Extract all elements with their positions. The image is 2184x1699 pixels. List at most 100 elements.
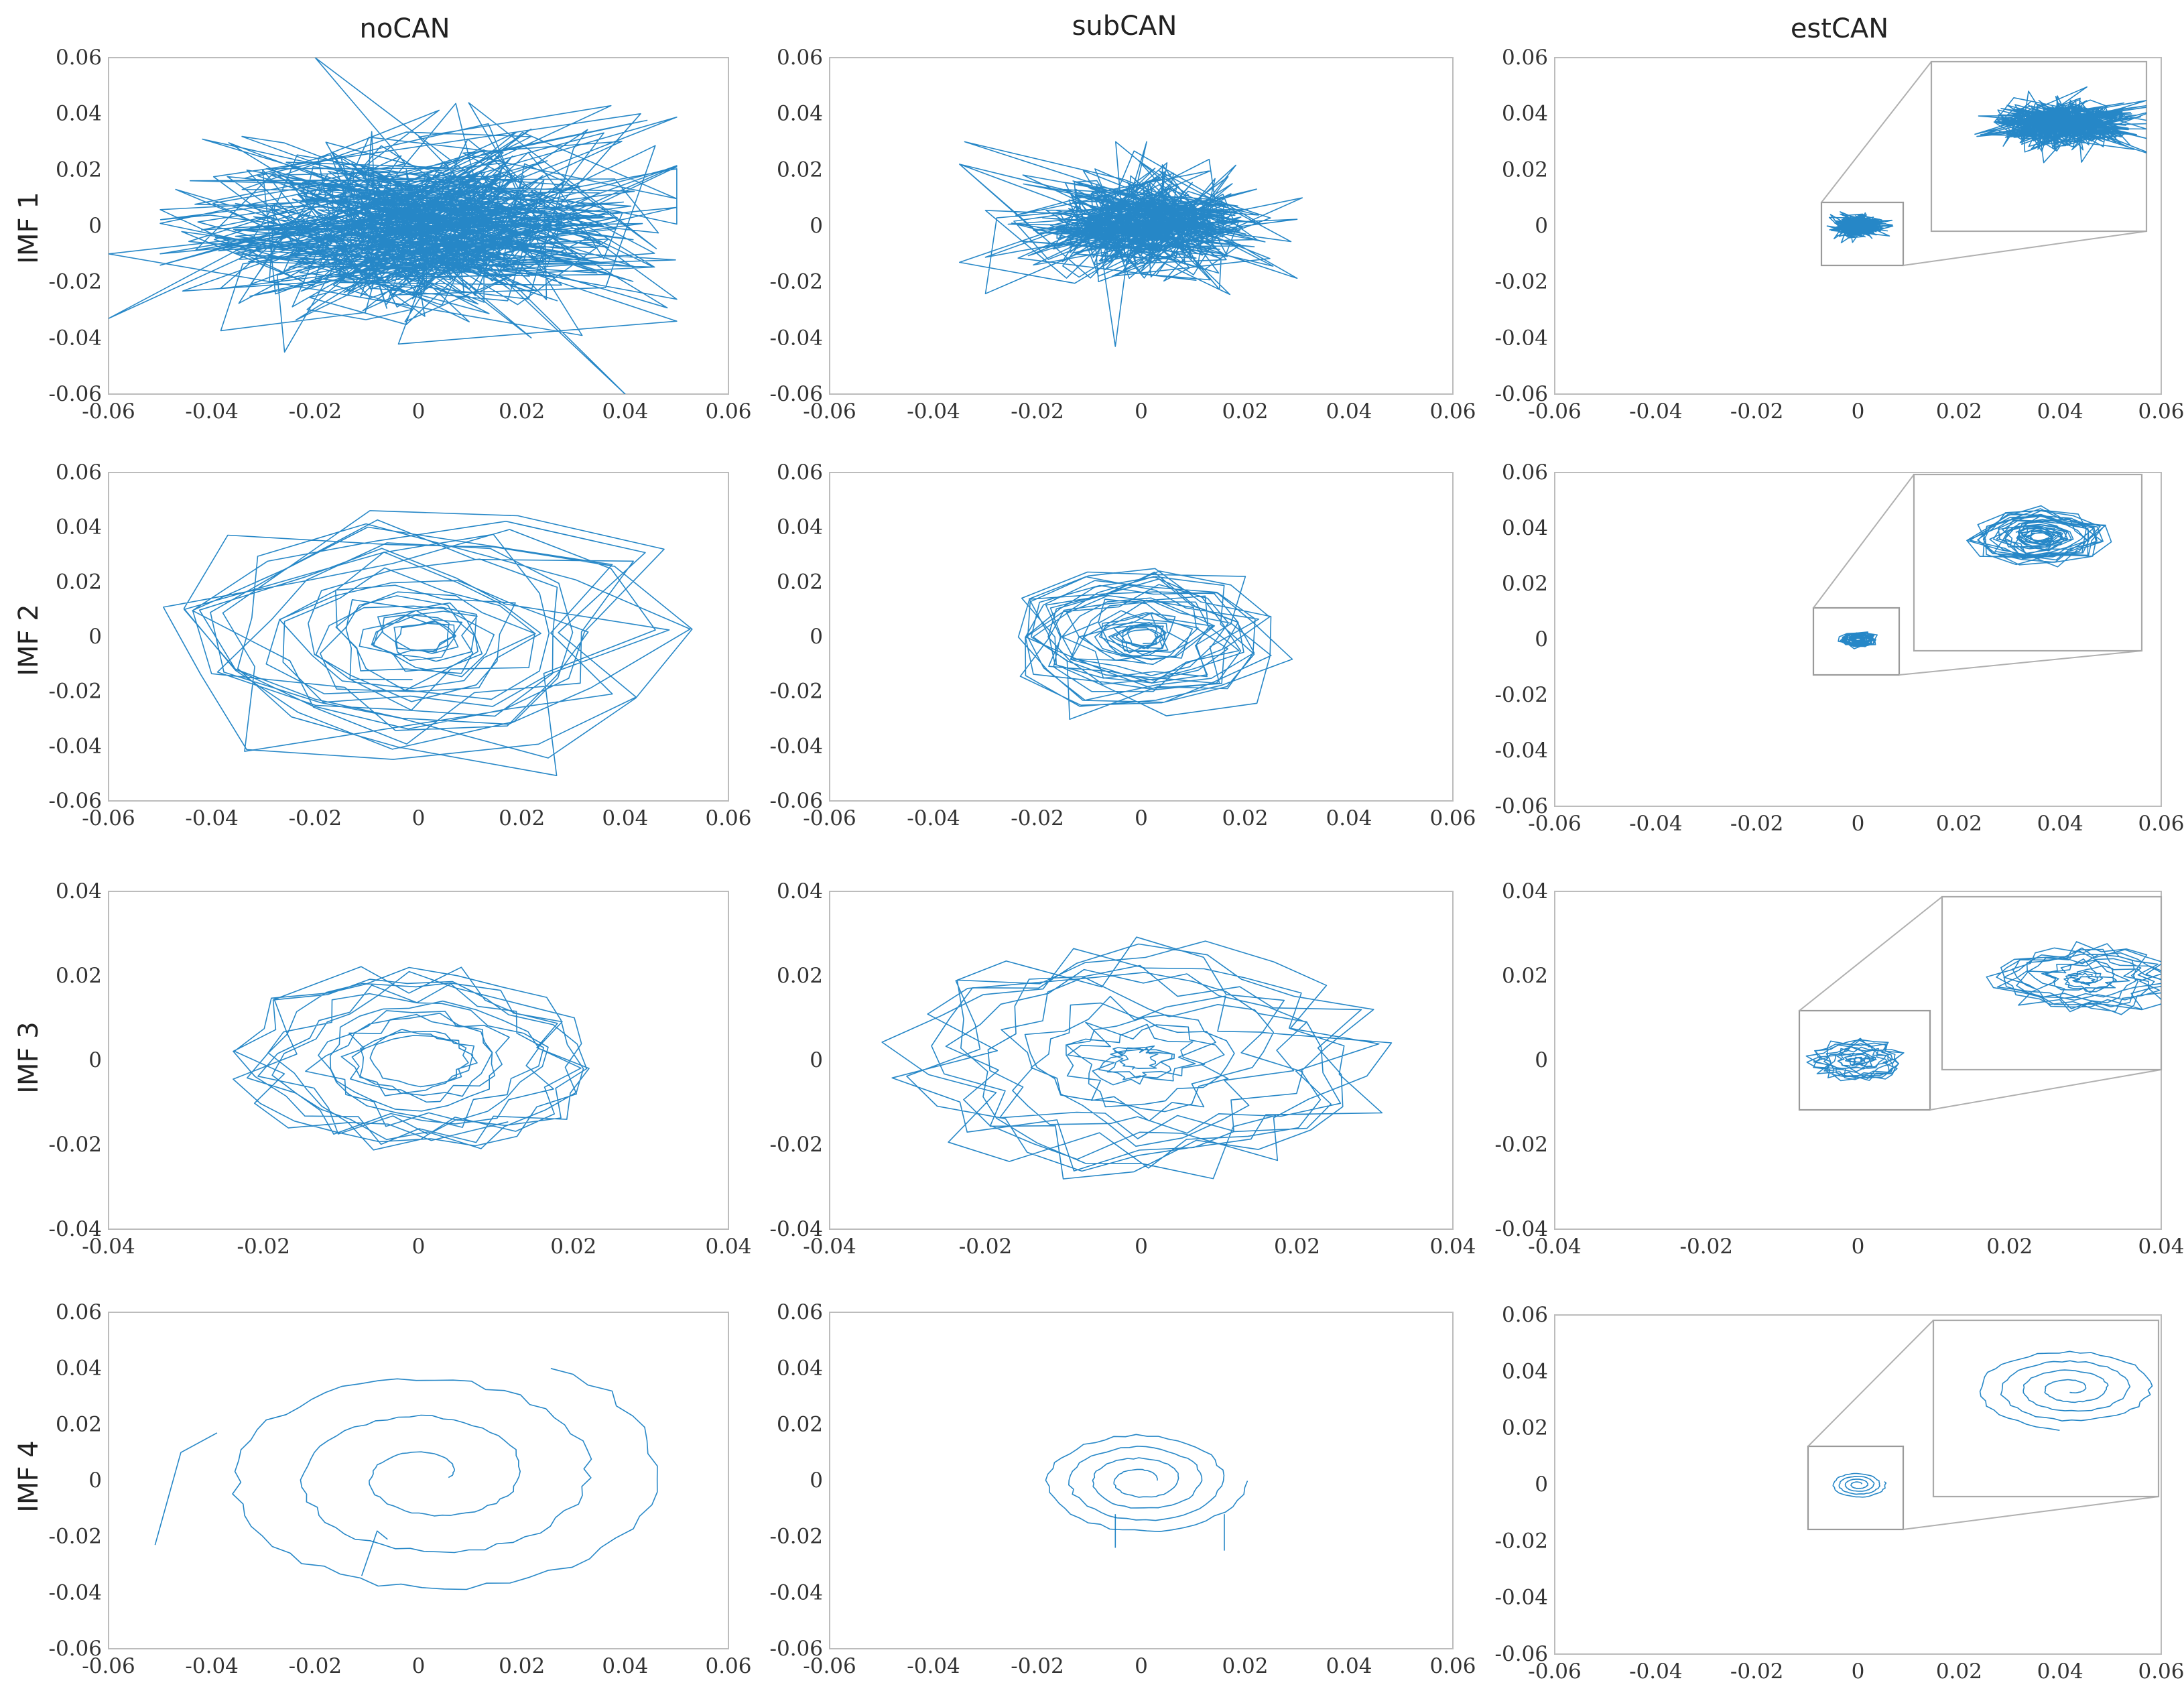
x-tick-label: -0.04 — [803, 1235, 856, 1259]
x-tick-label: -0.06 — [803, 806, 856, 830]
y-tick-label: 0.02 — [777, 964, 823, 988]
x-tick-label: 0 — [412, 1654, 426, 1678]
axes-frame — [829, 472, 1454, 802]
x-tick-label: -0.02 — [237, 1235, 291, 1259]
zoom-connector — [1821, 61, 1932, 203]
x-tick-label: -0.04 — [907, 1654, 960, 1678]
panel-imf3-subcan: -0.04 -0.02 0 0.02 0.04 -0.04 -0.02 0 0.02 0.04 — [770, 879, 1476, 1259]
row-title-imf3: IMF 3 — [13, 1021, 44, 1093]
y-tick-label: -0.06 — [1495, 1642, 1549, 1666]
x-tick-label: 0.04 — [705, 1235, 751, 1259]
zoom-connector — [1813, 474, 1915, 609]
x-tick-label: -0.04 — [1629, 812, 1683, 836]
y-tick-label: -0.02 — [49, 1525, 103, 1549]
y-tick-label: 0.02 — [777, 570, 823, 594]
y-tick-label: -0.06 — [1495, 382, 1549, 406]
x-tick-label: -0.02 — [1730, 399, 1784, 424]
x-tick-label: -0.04 — [1629, 399, 1683, 424]
inset-axes — [1932, 1319, 2160, 1498]
y-tick-label: 0.04 — [777, 102, 823, 126]
zoom-region-box — [1820, 201, 1905, 267]
x-tick-label: 0.04 — [2037, 812, 2083, 836]
y-tick-label: 0.02 — [56, 158, 102, 182]
x-tick-label: -0.02 — [289, 399, 342, 424]
trace-tail — [154, 1432, 218, 1546]
y-tick-label: -0.04 — [1495, 326, 1549, 350]
axes-frame — [829, 1312, 1454, 1649]
y-tick-label: 0.02 — [1502, 572, 1548, 596]
inset-trace — [1979, 1350, 2153, 1431]
y-tick-label: -0.02 — [1495, 683, 1549, 707]
phase-trace — [233, 966, 590, 1151]
y-tick-label: -0.06 — [1495, 794, 1549, 818]
y-tick-label: 0 — [88, 214, 102, 238]
zoom-region-box — [1807, 1445, 1905, 1531]
panel-imf3-estcan: -0.04 -0.02 0 0.02 0.04 -0.04 -0.02 0 0.02 0.04 — [1495, 879, 2184, 1259]
x-tick-label: -0.06 — [1528, 812, 1582, 836]
x-tick-label: 0.04 — [1326, 399, 1372, 424]
x-tick-label: -0.02 — [959, 1235, 1013, 1259]
x-tick-label: 0.06 — [705, 399, 751, 424]
phase-trace — [163, 510, 693, 776]
panel-imf2-estcan: -0.06 -0.04 -0.02 0 0.02 0.04 0.06 -0.06 -0.04 -0… — [1495, 460, 2184, 836]
x-tick-label: -0.02 — [1011, 1654, 1064, 1678]
x-tick-label: -0.06 — [803, 399, 856, 424]
x-tick-label: 0 — [1135, 806, 1148, 830]
y-tick-label: 0.04 — [1502, 1359, 1548, 1383]
y-tick-label: 0.06 — [56, 46, 102, 70]
x-tick-label: 0.06 — [1429, 1654, 1476, 1678]
x-tick-label: 0.02 — [1222, 806, 1268, 830]
x-tick-label: -0.04 — [907, 806, 960, 830]
y-tick-label: 0.02 — [56, 1412, 102, 1436]
y-tick-label: -0.06 — [49, 382, 103, 406]
x-tick-label: 0.06 — [705, 1654, 751, 1678]
row-title-imf4: IMF 4 — [13, 1440, 44, 1512]
x-tick-label: 0.02 — [550, 1235, 596, 1259]
zoom-region-box — [1798, 1009, 1931, 1111]
x-tick-label: -0.06 — [82, 806, 135, 830]
x-tick-label: 0.04 — [2037, 1659, 2083, 1684]
y-tick-label: -0.02 — [770, 1525, 824, 1549]
y-tick-label: 0.04 — [1502, 102, 1548, 126]
x-tick-label: 0.04 — [2037, 399, 2083, 424]
zoom-region-box — [1812, 607, 1901, 676]
y-tick-label: 0.06 — [777, 46, 823, 70]
x-tick-label: 0.02 — [1936, 399, 1982, 424]
x-tick-label: 0.02 — [1274, 1235, 1320, 1259]
phase-trace — [1838, 631, 1878, 649]
phase-trace — [959, 141, 1303, 347]
y-tick-label: 0 — [1535, 1472, 1548, 1497]
phase-trace — [1045, 1434, 1248, 1532]
y-tick-label: 0.04 — [56, 1357, 102, 1381]
x-tick-label: -0.02 — [1011, 399, 1064, 424]
panel-imf4-subcan: -0.06 -0.04 -0.02 0 0.02 0.04 0.06 -0.06 -0.04 -0… — [770, 1300, 1476, 1678]
axes-frame — [108, 472, 729, 802]
x-tick-label: 0.02 — [499, 399, 545, 424]
column-title-estcan: estCAN — [1791, 13, 1888, 44]
inset-trace — [1966, 505, 2112, 568]
x-tick-label: -0.02 — [1011, 806, 1064, 830]
y-tick-label: 0.02 — [777, 158, 823, 182]
y-tick-label: -0.04 — [49, 1217, 103, 1241]
zoom-connector — [1903, 231, 2147, 266]
phase-trace — [232, 1368, 658, 1590]
y-tick-label: 0.04 — [56, 515, 102, 540]
y-tick-label: 0.02 — [56, 570, 102, 594]
y-tick-label: 0.02 — [1502, 158, 1548, 182]
phase-trace — [1832, 1472, 1887, 1498]
panel-imf1-estcan: -0.06 -0.04 -0.02 0 0.02 0.04 0.06 -0.06 -0.04 -0… — [1495, 46, 2184, 424]
panel-imf1-nocan: -0.06 -0.04 -0.02 0 0.02 0.04 0.06 -0.06 -0.04 -0… — [49, 46, 752, 424]
x-tick-label: 0.02 — [499, 806, 545, 830]
phase-trace — [1805, 1037, 1905, 1082]
y-tick-label: 0 — [810, 1468, 823, 1493]
y-tick-label: -0.04 — [770, 734, 824, 758]
y-tick-label: -0.02 — [1495, 1529, 1549, 1553]
x-tick-label: 0 — [1852, 812, 1865, 836]
x-tick-label: -0.06 — [1528, 1659, 1582, 1684]
y-tick-label: 0.04 — [777, 515, 823, 540]
y-tick-label: 0.04 — [56, 102, 102, 126]
y-tick-label: 0.04 — [777, 879, 823, 903]
y-tick-label: 0 — [810, 625, 823, 649]
x-tick-label: 0 — [1135, 399, 1148, 424]
y-tick-label: 0 — [88, 625, 102, 649]
